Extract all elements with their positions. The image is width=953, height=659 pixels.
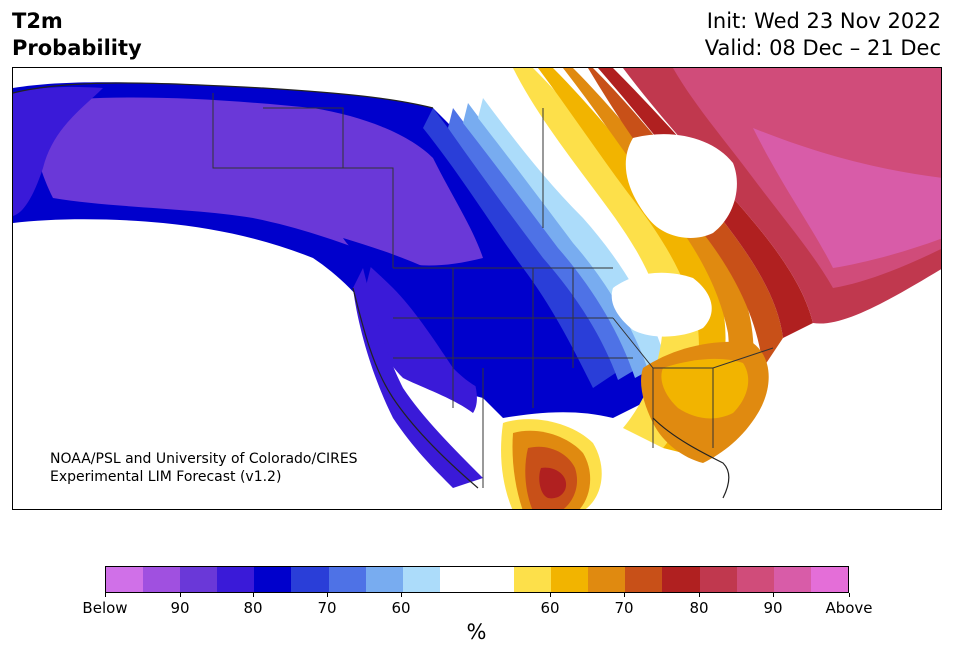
map-credit: NOAA/PSL and University of Colorado/CIRE… (50, 450, 358, 486)
valid-range: Valid: 08 Dec – 21 Dec (704, 36, 941, 60)
colorbar-label: 60 (540, 599, 560, 617)
colorbar-swatch (810, 567, 848, 592)
colorbar-swatch (476, 567, 515, 592)
colorbar-swatch (662, 567, 700, 592)
colorbar-swatch (588, 567, 626, 592)
credit-line-2: Experimental LIM Forecast (v1.2) (50, 469, 282, 485)
date-info: Init: Wed 23 Nov 2022 Valid: 08 Dec – 21… (705, 8, 941, 62)
colorbar-swatch (106, 567, 144, 592)
colorbar-tick (699, 593, 700, 597)
colorbar-swatch (551, 567, 589, 592)
colorbar-label: Above (825, 599, 873, 617)
colorbar-unit: % (466, 620, 487, 644)
colorbar-swatch (180, 567, 218, 592)
colorbar-swatch (402, 567, 440, 592)
title-line-2: Probability (12, 36, 142, 60)
colorbar-swatch (217, 567, 255, 592)
title-line-1: T2m (12, 9, 63, 33)
colorbar-tick (550, 593, 551, 597)
colorbar-swatch (291, 567, 329, 592)
colorbar-swatch (143, 567, 181, 592)
colorbar-swatch (736, 567, 774, 592)
colorbar-label: 70 (614, 599, 634, 617)
credit-line-1: NOAA/PSL and University of Colorado/CIRE… (50, 451, 358, 467)
colorbar-tick (401, 593, 402, 597)
map-title: T2m Probability (12, 8, 142, 62)
colorbar-swatch (365, 567, 403, 592)
colorbar-swatch (699, 567, 737, 592)
colorbar-label: 80 (243, 599, 263, 617)
colorbar-label: 90 (170, 599, 190, 617)
colorbar-label: 90 (763, 599, 783, 617)
map-canvas (13, 68, 941, 509)
colorbar-swatch (254, 567, 292, 592)
colorbar-swatch (773, 567, 811, 592)
colorbar-swatch (439, 567, 477, 592)
colorbar-label: 60 (391, 599, 411, 617)
colorbar-swatch (514, 567, 552, 592)
forecast-map: NOAA/PSL and University of Colorado/CIRE… (12, 67, 942, 510)
colorbar-labels: Below 90 80 70 60 60 70 80 90 Above (82, 599, 872, 619)
colorbar-label: Below (82, 599, 128, 617)
colorbar-tick (327, 593, 328, 597)
colorbar-swatch (328, 567, 366, 592)
colorbar-swatch (625, 567, 663, 592)
init-date: Init: Wed 23 Nov 2022 (706, 9, 941, 33)
colorbar-tick (180, 593, 181, 597)
colorbar-tick (253, 593, 254, 597)
colorbar-label: 70 (317, 599, 337, 617)
colorbar-tick (773, 593, 774, 597)
colorbar-tick (849, 593, 850, 597)
colorbar-label: 80 (689, 599, 709, 617)
colorbar-tick (105, 593, 106, 597)
colorbar-tick (624, 593, 625, 597)
probability-colorbar (105, 566, 849, 593)
